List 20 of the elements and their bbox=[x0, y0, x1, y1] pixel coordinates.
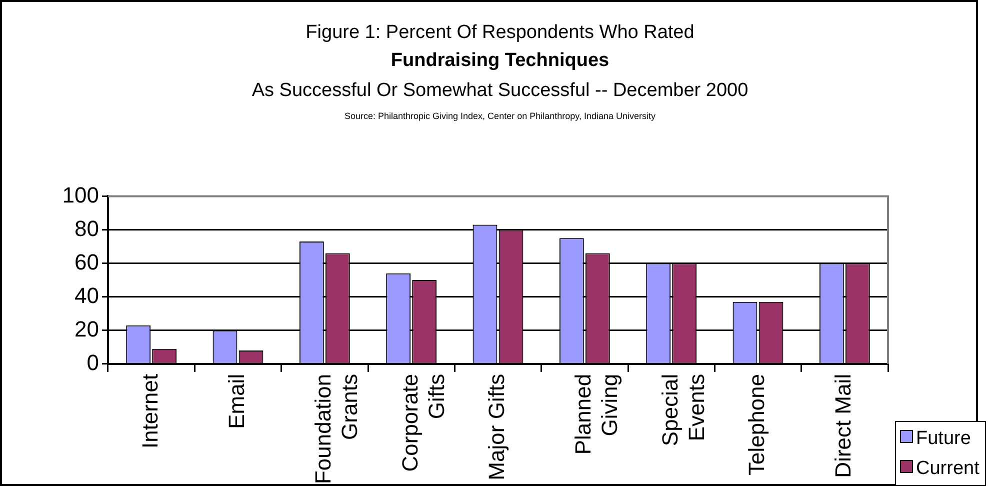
legend-label: Future bbox=[916, 428, 971, 449]
x-tick-label: Special Events bbox=[657, 374, 709, 446]
y-tick-label: 0 bbox=[86, 350, 99, 375]
chart-subtitle: As Successful Or Somewhat Successful -- December 2000 bbox=[250, 80, 750, 102]
chart-title: Figure 1: Percent Of Respondents Who Rated Fundraising Techniques bbox=[304, 22, 696, 72]
x-tick-label: Telephone bbox=[744, 374, 770, 476]
source-note: Source: Philanthropic Giving Index, Center on Philanthropy, Indiana University bbox=[343, 111, 656, 121]
x-tick-label: Foundation Grants bbox=[310, 374, 362, 484]
x-tick-label: Internet bbox=[137, 374, 162, 449]
y-tick-label: 60 bbox=[74, 249, 99, 274]
y-tick-label: 100 bbox=[62, 182, 99, 208]
x-tick-label: Corporate Gifts bbox=[397, 374, 449, 472]
x-tick-label: Direct Mail bbox=[830, 374, 856, 478]
y-tick-label: 20 bbox=[74, 316, 99, 342]
y-tick-label: 80 bbox=[74, 216, 99, 241]
x-tick-label: Email bbox=[224, 374, 250, 429]
y-tick-label: 40 bbox=[74, 282, 99, 308]
legend-label: Current bbox=[916, 458, 980, 479]
x-tick-label: Planned Giving bbox=[570, 374, 622, 455]
x-tick-label: Major Gifts bbox=[484, 374, 510, 480]
